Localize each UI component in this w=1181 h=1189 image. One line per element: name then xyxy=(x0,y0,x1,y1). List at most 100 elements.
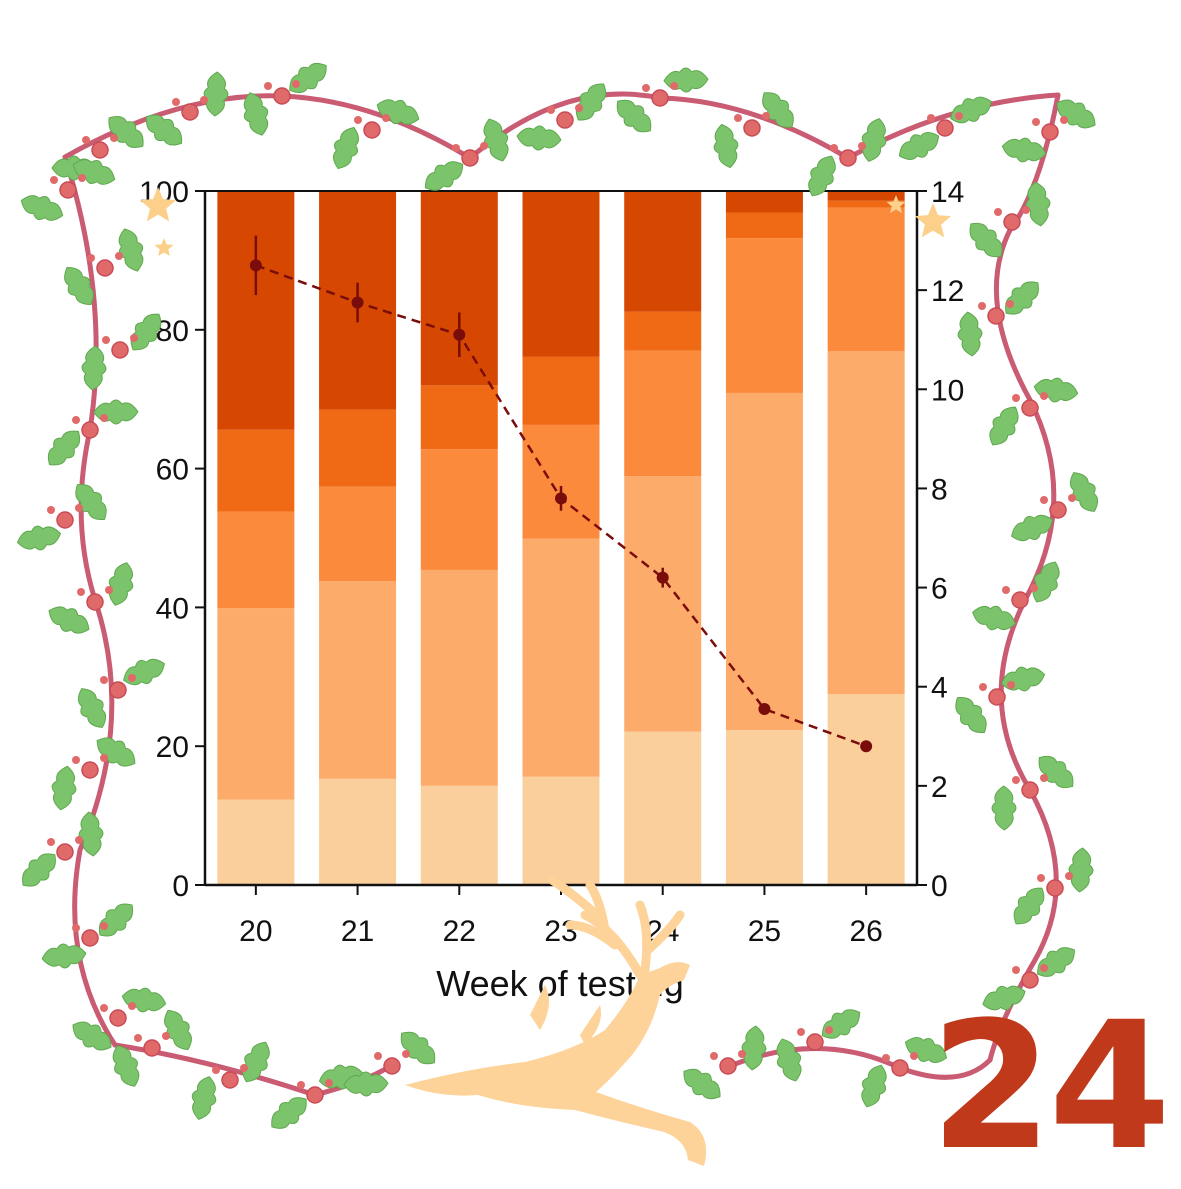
holly-leaf xyxy=(22,853,56,887)
bar-segment xyxy=(624,350,702,477)
bar-segment xyxy=(420,785,498,885)
holly-leaf xyxy=(663,67,709,93)
x-tick-label: 21 xyxy=(341,915,374,948)
trend-point xyxy=(758,703,771,716)
holly-leaf xyxy=(93,399,139,425)
reindeer-legs xyxy=(530,985,601,1045)
berry xyxy=(354,116,362,124)
berry xyxy=(762,112,770,120)
berry xyxy=(1021,781,1039,799)
berry xyxy=(1040,496,1048,504)
berry xyxy=(575,104,583,112)
bar-segment xyxy=(420,385,498,450)
berry xyxy=(1021,971,1039,989)
berry xyxy=(382,114,390,122)
berry xyxy=(1021,399,1039,417)
holly-leaf xyxy=(16,525,62,551)
berry xyxy=(670,82,678,90)
berry xyxy=(56,843,74,861)
holly-leaf xyxy=(1013,887,1045,925)
bar-segment xyxy=(522,191,600,357)
berry xyxy=(383,1057,401,1075)
berry xyxy=(452,144,460,152)
holly-leaf xyxy=(64,267,94,305)
trend-point xyxy=(555,492,567,505)
berry xyxy=(743,119,761,137)
berry xyxy=(806,1033,824,1051)
holly-leaf xyxy=(1033,377,1079,403)
berry xyxy=(363,121,381,139)
holly-leaf xyxy=(118,228,144,272)
berry xyxy=(642,84,650,92)
y2-tick-label: 12 xyxy=(931,275,964,308)
holly-leaf xyxy=(343,1071,389,1097)
berry xyxy=(936,119,954,137)
bar-segment xyxy=(217,191,295,430)
y2-tick-label: 4 xyxy=(931,672,948,705)
holly-leaf xyxy=(77,688,107,728)
holly-leaf xyxy=(130,313,162,351)
holly-leaf xyxy=(741,1025,767,1071)
holly-leaf xyxy=(333,126,359,170)
berry xyxy=(47,838,55,846)
berry xyxy=(325,1079,333,1087)
berry xyxy=(882,1054,890,1062)
holly-leaf xyxy=(575,83,607,121)
bar-segment xyxy=(319,581,397,779)
holly-leaf xyxy=(950,96,992,124)
holly-leaf xyxy=(78,811,104,857)
berry xyxy=(480,142,488,150)
berry xyxy=(102,336,110,344)
berry xyxy=(1040,392,1048,400)
berry xyxy=(273,87,291,105)
y-tick-label: 80 xyxy=(156,315,189,348)
holly-leaf xyxy=(47,430,81,466)
holly-leaf xyxy=(821,1009,861,1039)
berry xyxy=(86,593,104,611)
berry xyxy=(1006,300,1014,308)
berry xyxy=(100,676,108,684)
berry xyxy=(100,922,108,930)
holly-leaf xyxy=(112,1045,140,1087)
berry xyxy=(1049,501,1067,519)
berry xyxy=(710,1052,718,1060)
y2-tick-label: 8 xyxy=(931,473,948,506)
berry xyxy=(955,112,963,120)
berry xyxy=(75,836,83,844)
holly-leaf xyxy=(121,987,167,1013)
x-tick-labels: 20 21 22 23 24 25 26 xyxy=(239,885,883,948)
bar-segment xyxy=(725,730,803,885)
berry xyxy=(130,334,138,342)
holly-leaf xyxy=(51,765,77,811)
berry xyxy=(1030,584,1038,592)
holly-leaf xyxy=(991,785,1017,831)
y2-tick-label: 10 xyxy=(931,374,964,407)
berry xyxy=(1046,879,1064,897)
berry xyxy=(100,414,108,422)
berry xyxy=(128,674,136,682)
holly-leaf xyxy=(1032,561,1060,603)
berry xyxy=(134,1034,142,1042)
berry xyxy=(128,1002,136,1010)
berry xyxy=(109,681,127,699)
berry xyxy=(100,1004,108,1012)
bar-segment xyxy=(725,392,803,731)
y2-tick-label: 2 xyxy=(931,771,948,804)
berry xyxy=(81,761,99,779)
holly-leaf xyxy=(1011,514,1053,542)
berry xyxy=(78,174,86,182)
bar-segment xyxy=(420,569,498,786)
berry xyxy=(1065,872,1073,880)
berry xyxy=(292,80,300,88)
holly-leaf xyxy=(271,1097,307,1129)
holly-leaf xyxy=(683,1068,721,1100)
trend-line-series xyxy=(249,235,873,753)
holly-leaf xyxy=(762,92,794,128)
bar-segment xyxy=(827,200,905,208)
berry xyxy=(374,1052,382,1060)
bar-segment xyxy=(624,476,702,732)
bar-segment xyxy=(827,694,905,885)
berry xyxy=(72,416,80,424)
berry xyxy=(56,511,74,529)
